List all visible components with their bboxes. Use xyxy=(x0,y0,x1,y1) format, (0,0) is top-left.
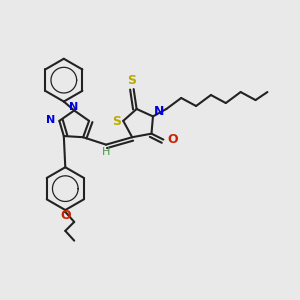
Text: O: O xyxy=(60,209,70,222)
Text: H: H xyxy=(102,147,110,157)
Text: S: S xyxy=(127,74,136,87)
Text: N: N xyxy=(69,102,78,112)
Text: O: O xyxy=(167,133,178,146)
Text: N: N xyxy=(46,115,56,125)
Text: S: S xyxy=(112,115,122,128)
Text: N: N xyxy=(154,105,164,118)
